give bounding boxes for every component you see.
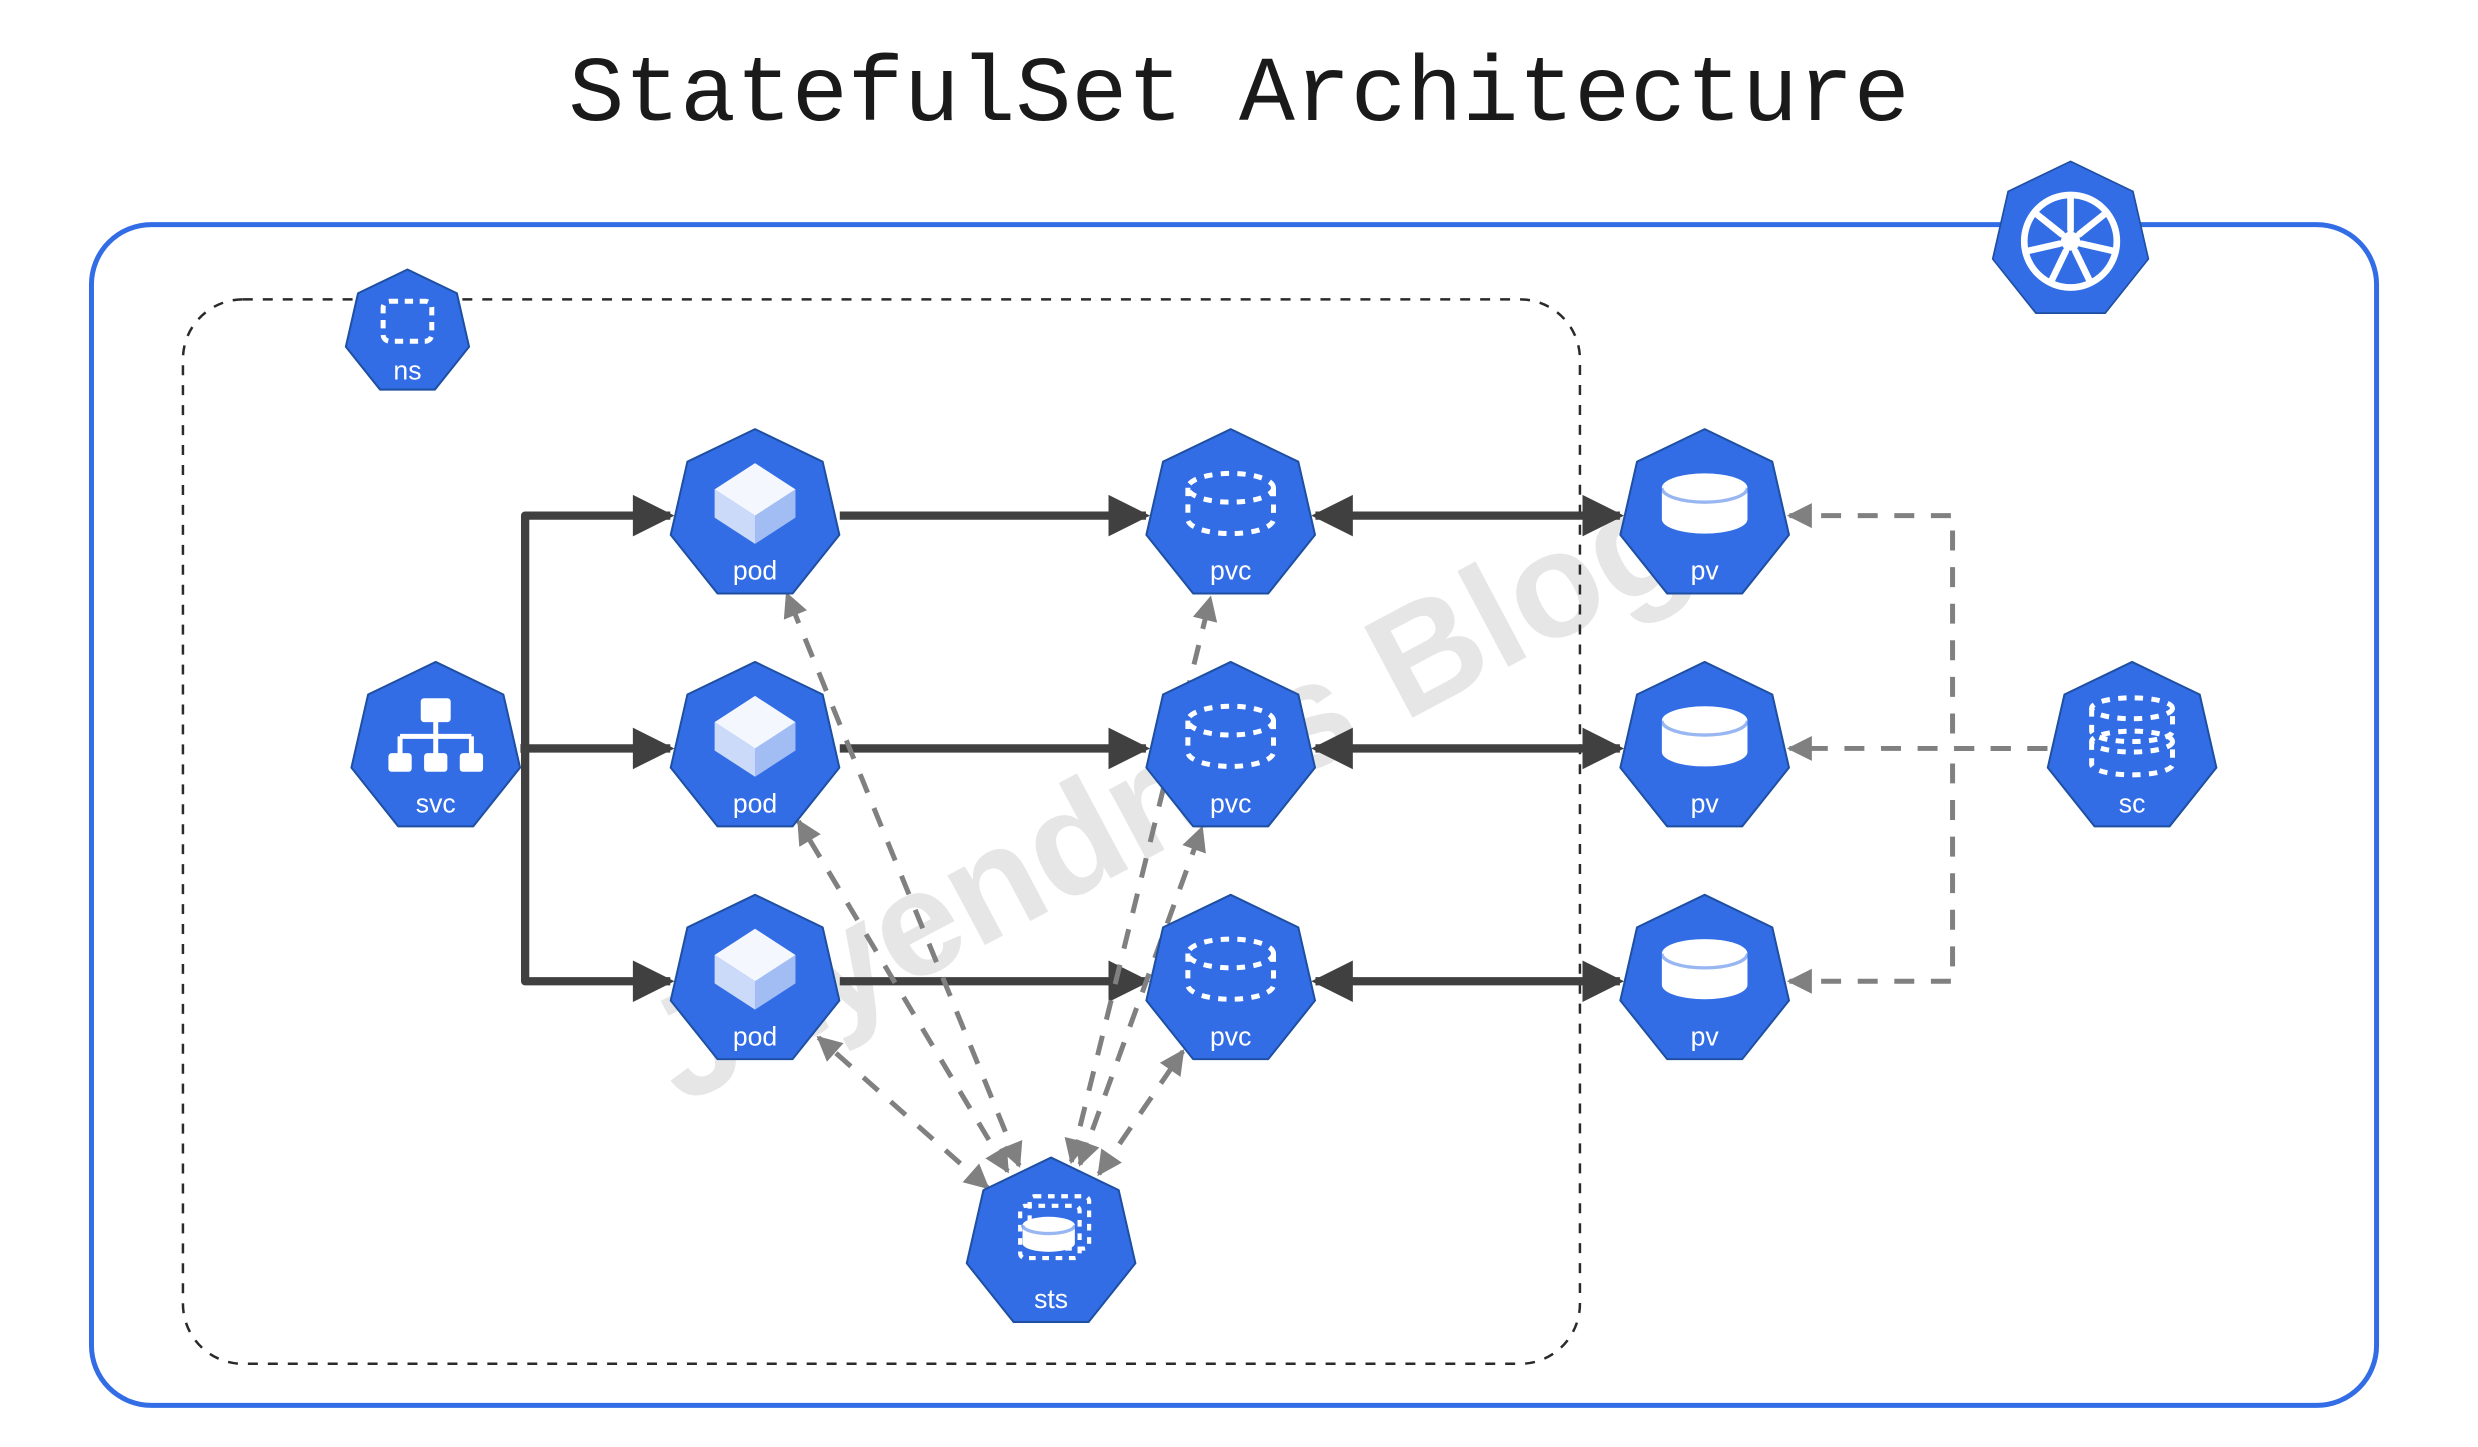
node-sc: sc [2048,662,2217,826]
node-pod2: pod [671,662,840,826]
node-pv3: pv [1620,895,1789,1059]
node-label-ns: ns [393,355,421,385]
statefulset-architecture-diagram: Jayendra's BlogStatefulSet Architecturen… [0,0,2478,1442]
node-pod1: pod [671,429,840,593]
nodes-layer: ns svc pod pod pod pvc pvc pvc pv pv pv sc sts [346,269,2217,1321]
node-pvc3: pvc [1146,895,1315,1059]
node-label-pvc1: pvc [1210,556,1251,586]
node-pvc1: pvc [1146,429,1315,593]
diagram-title: StatefulSet Architecture [568,42,1909,148]
node-label-pv3: pv [1691,1021,1720,1051]
node-label-pv2: pv [1691,788,1720,818]
edge-svc-pod1 [520,516,670,749]
node-label-pod1: pod [733,556,777,586]
edge-sts-pod3 [818,1038,987,1188]
node-label-svc: svc [416,788,456,818]
edge-sc-pv1 [1789,516,2047,749]
kubernetes-logo-icon [1993,161,2149,313]
node-pv2: pv [1620,662,1789,826]
node-label-sc: sc [2119,788,2146,818]
node-label-pvc3: pvc [1210,1021,1251,1051]
edge-sc-pv3 [1789,748,2047,981]
namespace-boundary [183,299,1580,1363]
node-label-sts: sts [1034,1284,1068,1314]
node-label-pvc2: pvc [1210,788,1251,818]
node-sts: sts [967,1158,1136,1322]
node-ns: ns [346,269,469,389]
edge-svc-pod3 [520,748,670,981]
edge-sts-pvc3 [1099,1051,1183,1174]
node-svc: svc [351,662,520,826]
node-label-pv1: pv [1691,556,1720,586]
node-label-pod3: pod [733,1021,777,1051]
node-label-pod2: pod [733,788,777,818]
